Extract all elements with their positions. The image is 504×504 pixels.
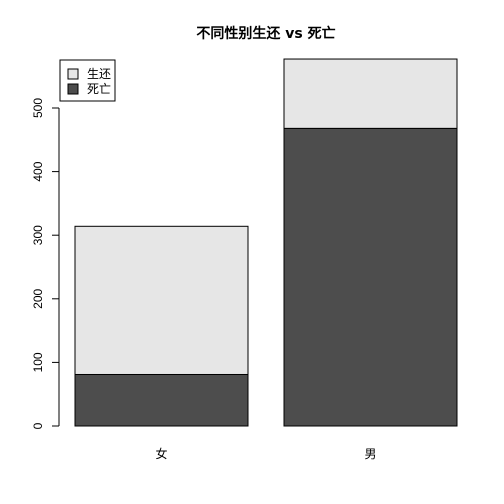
y-tick-label: 0 (31, 422, 45, 429)
x-category-label: 女 (155, 446, 167, 461)
bar-segment-death-1 (283, 127, 458, 427)
y-tick-label: 100 (31, 352, 45, 372)
legend-label-death: 死亡 (87, 82, 111, 96)
legend-label-survived: 生还 (87, 67, 111, 81)
legend-swatch-survived (67, 68, 79, 80)
y-tick-label: 200 (31, 288, 45, 308)
y-axis: 0 100 200 300 400 500 (31, 98, 60, 429)
y-tick-label: 300 (31, 225, 45, 245)
x-category-label: 男 (364, 447, 376, 461)
bar-segment-survived-1 (283, 58, 458, 129)
y-tick-label: 500 (31, 98, 45, 118)
x-axis-labels: 女男 (155, 446, 376, 461)
legend-swatch-death (67, 83, 79, 95)
y-tick-label: 400 (31, 161, 45, 181)
bar-segment-death-0 (74, 373, 249, 427)
bar-segment-survived-0 (74, 225, 249, 375)
bars (74, 58, 458, 427)
chart-title: 不同性别生还 vs 死亡 (196, 25, 335, 42)
